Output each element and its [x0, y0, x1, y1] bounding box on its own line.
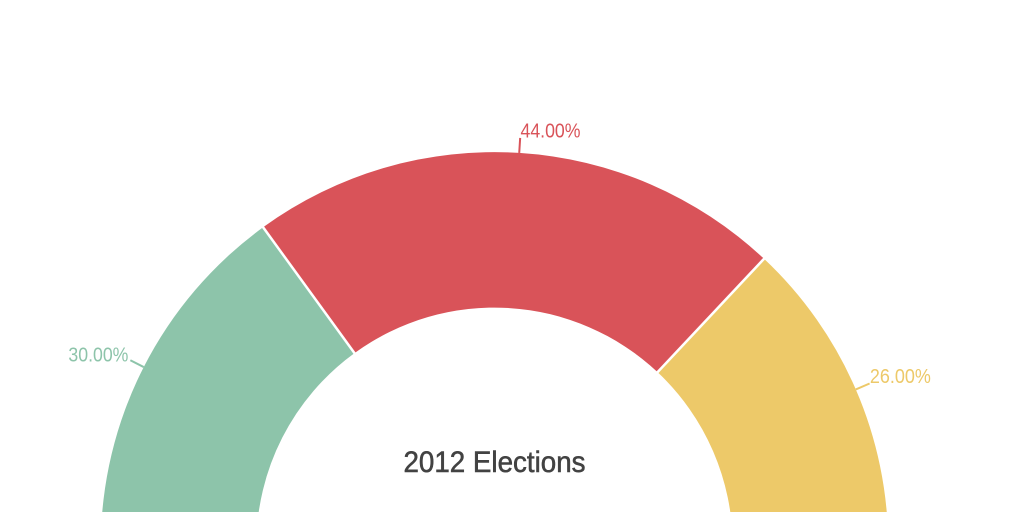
svg-text:30.00%: 30.00%	[68, 344, 128, 366]
svg-text:44.00%: 44.00%	[521, 121, 581, 143]
svg-text:2012 Elections: 2012 Elections	[404, 446, 586, 479]
svg-text:26.00%: 26.00%	[870, 366, 931, 388]
